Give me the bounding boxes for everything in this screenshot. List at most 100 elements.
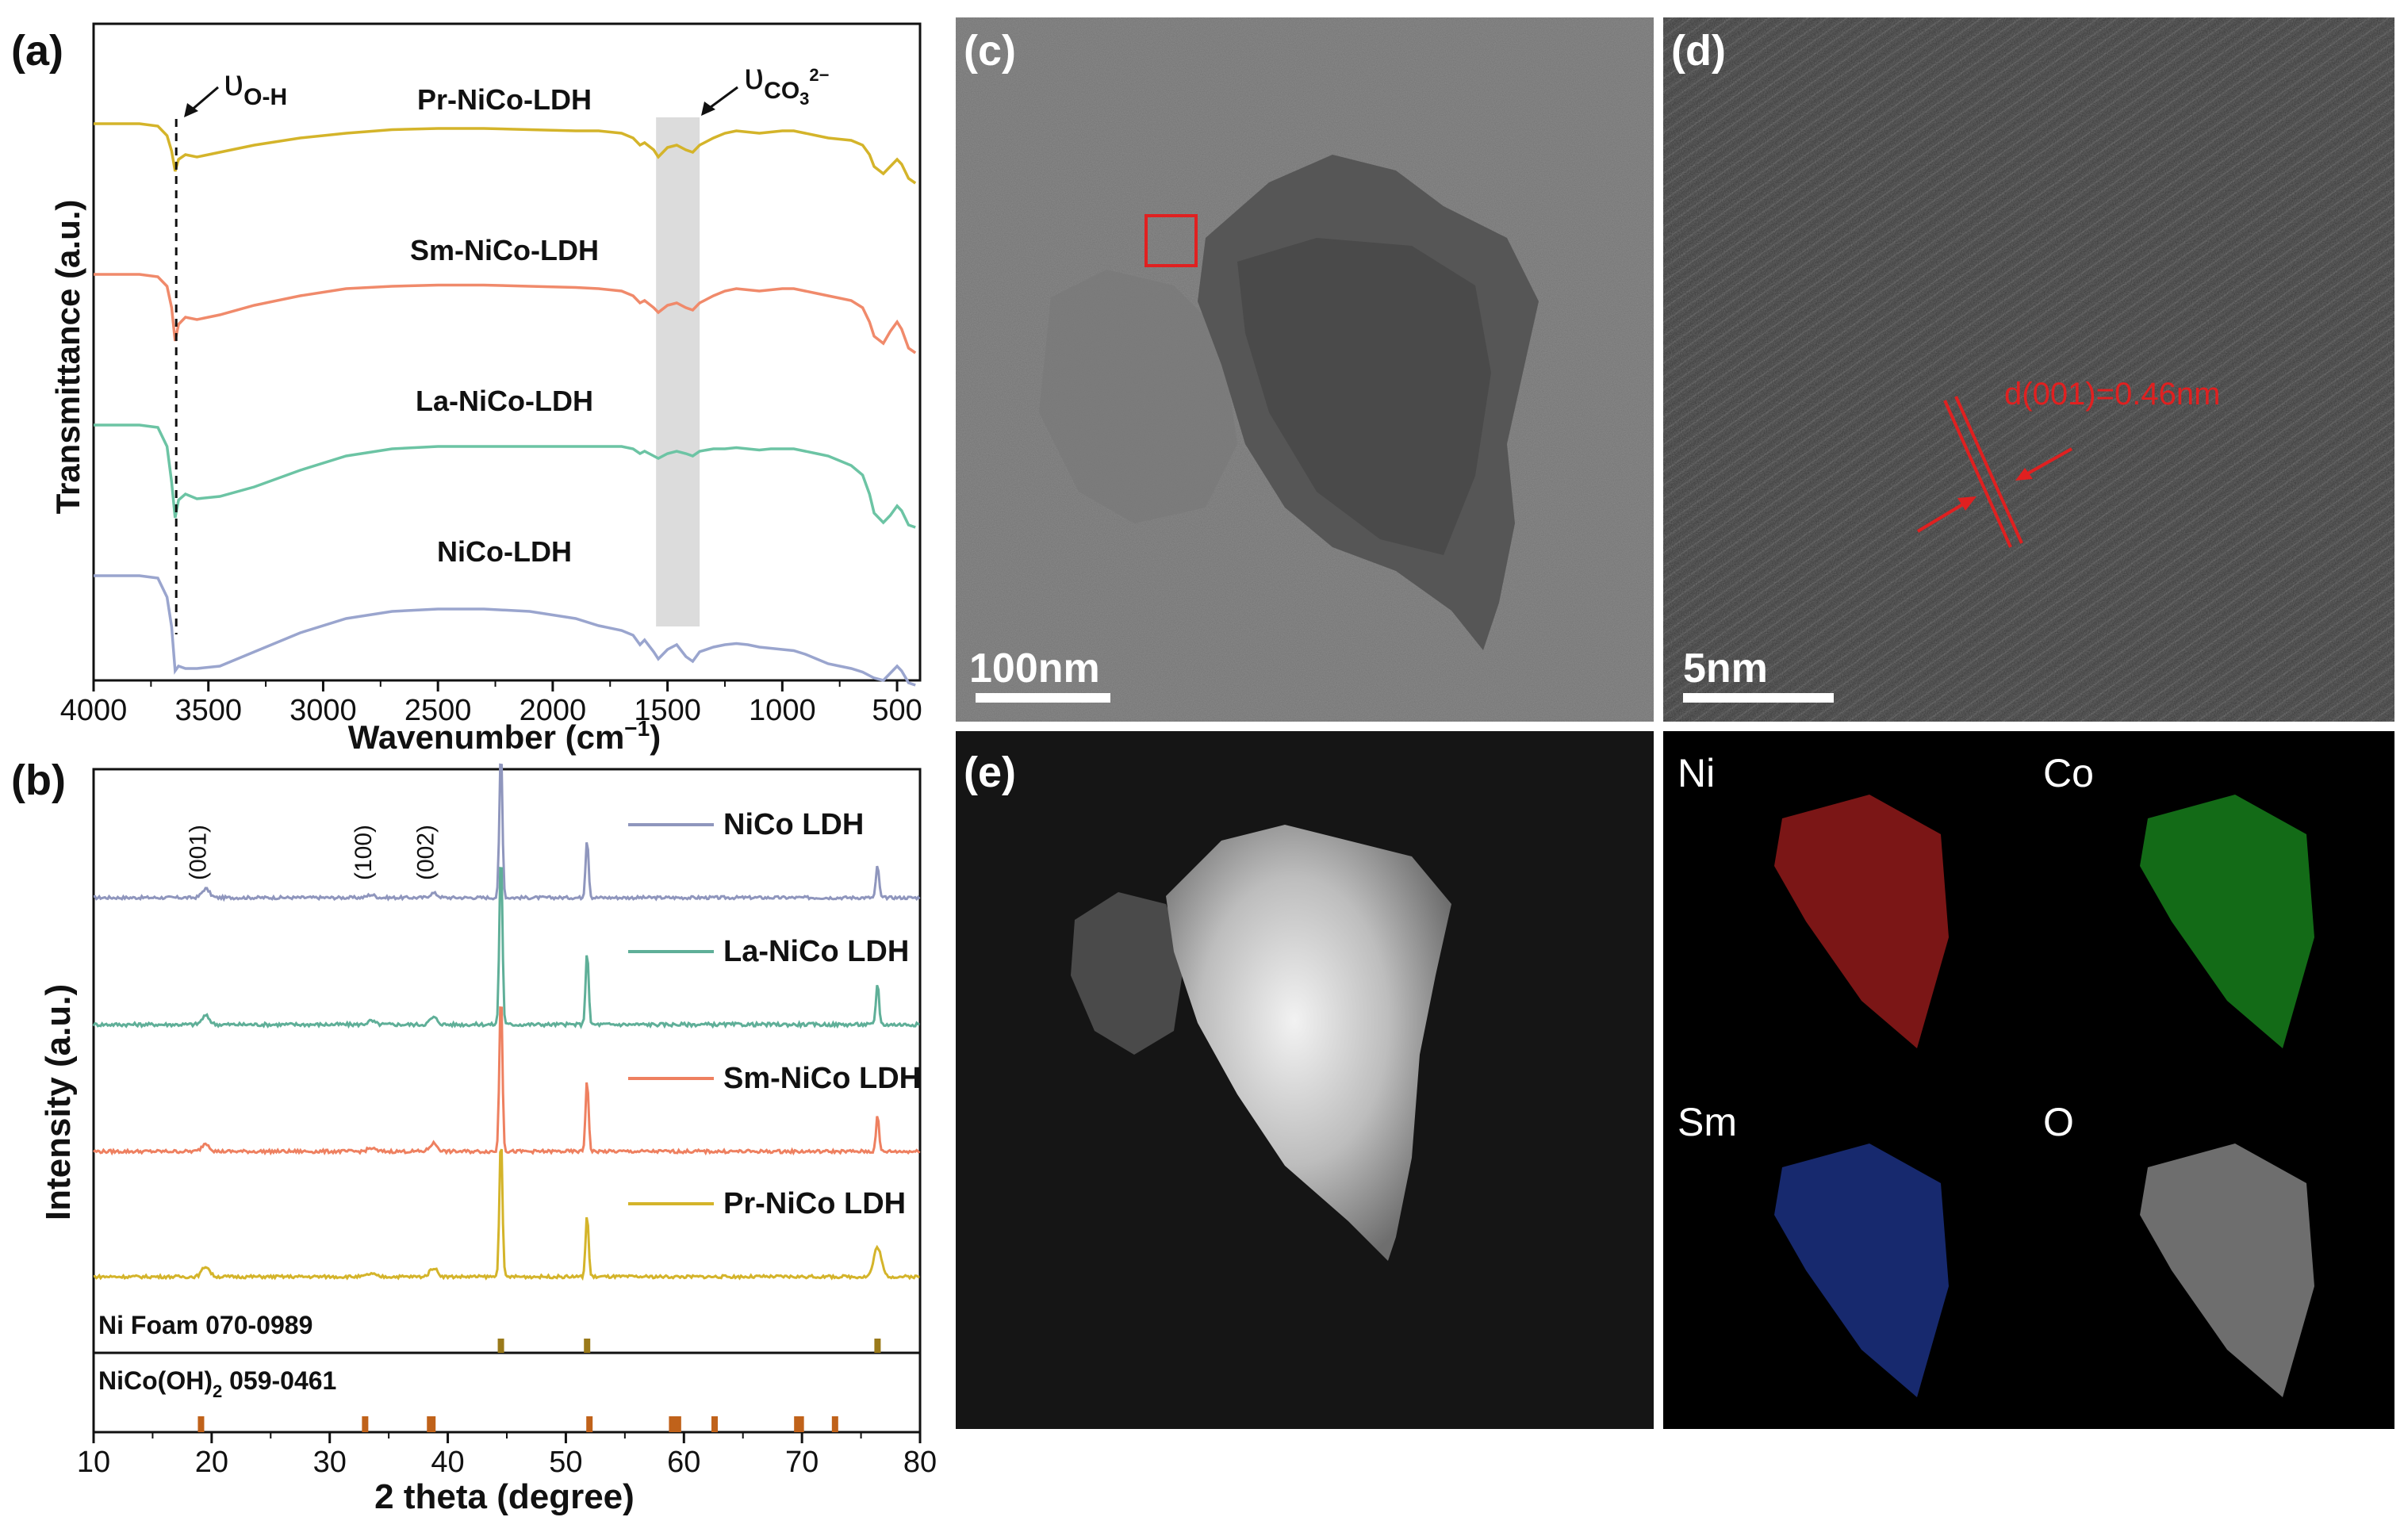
hrtem-scale-label: 5nm (1683, 645, 1768, 691)
xrd-ref-stick-nicooh (362, 1416, 369, 1432)
xrd-series-line (93, 763, 921, 902)
co3-annotation: υCO32− (744, 56, 830, 109)
tem-panel: (c) 100nm (956, 17, 1654, 722)
xrd-ref-stick-nicooh (674, 1416, 681, 1432)
eds-map-speckle (2140, 795, 2314, 1048)
haadf-panel: (e) (956, 731, 1654, 1429)
co3-band (656, 117, 700, 626)
xrd-series-label: NiCo LDH (723, 808, 864, 841)
oh-annotation-sub: O-H (243, 84, 287, 110)
tem-scale-label: 100nm (969, 645, 1100, 691)
ftir-series-label: La-NiCo-LDH (416, 385, 593, 417)
hrtem-panel: d(001)=0.46nm (d) 5nm (1663, 17, 2394, 722)
panel-label-c: (c) (964, 27, 1016, 75)
oh-arrow (190, 86, 219, 113)
eds-map-label: Co (2043, 751, 2094, 795)
xrd-ref-stick-nicooh (586, 1416, 593, 1432)
xrd-x-tick-label: 20 (195, 1446, 228, 1479)
ftir-x-axis-label-close: ) (650, 718, 661, 756)
oh-annotation: υO-H (224, 62, 287, 110)
xrd-ref-label-sub: 2 (213, 1381, 222, 1401)
d-spacing-label: d(001)=0.46nm (2004, 377, 2220, 412)
hrtem-scale-bar (1683, 693, 1834, 703)
eds-maps: Ni Co Sm O (1663, 731, 2394, 1429)
panel-label-d: (d) (1671, 27, 1726, 75)
ftir-x-tick-label: 2500 (405, 694, 472, 727)
d-spacing-line-1 (1943, 400, 2012, 548)
xrd-ref-stick-nifoam (497, 1339, 504, 1353)
d-arrow-left-head (1957, 496, 1976, 511)
ftir-x-tick-label: 1500 (634, 694, 701, 727)
oh-arrow-head (184, 103, 198, 117)
xrd-x-tick-label: 70 (785, 1446, 819, 1479)
ftir-x-axis-label: Wavenumber (cm−1) (348, 716, 661, 756)
xrd-series-line (93, 1148, 920, 1281)
haadf-particle (1166, 825, 1451, 1261)
co3-annotation-sub: CO (764, 78, 799, 104)
tem-selection-box (1144, 214, 1198, 267)
xrd-x-tick-label: 60 (667, 1446, 700, 1479)
xrd-x-tick-label: 30 (313, 1446, 347, 1479)
ftir-series-line (94, 574, 916, 687)
ftir-series-label: NiCo-LDH (437, 535, 572, 568)
xrd-peak-label: (002) (413, 825, 439, 880)
xrd-ref-stick-nifoam (584, 1339, 591, 1353)
xrd-series-label: La-NiCo LDH (723, 935, 909, 968)
ftir-series-label: Sm-NiCo-LDH (410, 234, 599, 266)
haadf-side-flake (1071, 892, 1186, 1055)
ftir-x-tick-label: 3000 (289, 694, 357, 727)
xrd-chart: NiCo LDH La-NiCo LDH Sm-NiCo LDH Pr-NiCo LD… (39, 763, 937, 1516)
xrd-x-axis-label: 2 theta (degree) (374, 1477, 635, 1516)
eds-map-speckle (2140, 1144, 2314, 1397)
xrd-series-label: Sm-NiCo LDH (723, 1062, 921, 1095)
co3-annotation-sup: 2− (809, 65, 829, 85)
xrd-ref-label-rest: 059-0461 (222, 1366, 336, 1395)
d-arrow-left (1916, 501, 1967, 533)
xrd-ref-stick-nicooh (669, 1416, 676, 1432)
ftir-x-axis-label-sup: −1 (624, 716, 650, 741)
d-arrow-right (2026, 447, 2072, 476)
xrd-ref-stick-nicooh (831, 1416, 838, 1432)
xrd-peak-label: (100) (351, 825, 377, 880)
xrd-ref-stick-nicooh (797, 1416, 804, 1432)
tem-scale-bar (976, 693, 1110, 703)
xrd-x-tick-label: 40 (431, 1446, 464, 1479)
xrd-series-line (93, 1006, 921, 1156)
xrd-ref-stick-nicooh (711, 1416, 718, 1432)
xrd-x-tick-label: 80 (903, 1446, 937, 1479)
xrd-ref-label-nicooh: NiCo(OH)2 059-0461 (98, 1366, 336, 1401)
ftir-x-tick-label: 3500 (174, 694, 242, 727)
xrd-ref-stick-nicooh (197, 1416, 205, 1432)
xrd-series-line (92, 867, 920, 1029)
ftir-chart: Pr-NiCo-LDH Sm-NiCo-LDH La-NiCo-LDH NiCo-LD… (49, 22, 922, 756)
xrd-ref-stick-nicooh (429, 1416, 436, 1432)
tem-particle-core (1237, 238, 1491, 555)
ftir-x-tick-label: 500 (872, 694, 922, 727)
ftir-series-line (94, 122, 917, 185)
hrtem-grain (1663, 17, 2394, 722)
co3-arrow-head (701, 102, 715, 116)
xrd-ref-label-nifoam: Ni Foam 070-0989 (98, 1311, 312, 1339)
eds-map-speckle (1774, 795, 1949, 1048)
ftir-x-tick-label: 2000 (520, 694, 587, 727)
ftir-series-line (94, 423, 916, 529)
ftir-axes-frame (92, 22, 922, 682)
xrd-x-tick-label: 50 (549, 1446, 582, 1479)
xrd-y-axis-label: Intensity (a.u.) (39, 984, 78, 1220)
eds-map-label: O (2043, 1100, 2074, 1144)
ftir-x-tick-label: 1000 (749, 694, 816, 727)
xrd-peak-label: (001) (185, 825, 211, 880)
co3-annotation-sub2: 3 (799, 89, 809, 109)
eds-map-label: Ni (1677, 751, 1715, 795)
ftir-x-tick-label: 4000 (60, 694, 128, 727)
tem-side-flake (1039, 270, 1237, 523)
xrd-x-tick-label: 10 (77, 1446, 110, 1479)
xrd-ref-stick-nifoam (874, 1339, 881, 1353)
d-arrow-right-head (2015, 468, 2033, 481)
panel-label-a: (a) (11, 27, 63, 75)
panel-label-e: (e) (964, 749, 1016, 796)
d-spacing-line-2 (1954, 396, 2023, 544)
eds-map-label: Sm (1677, 1100, 1737, 1144)
panel-label-b: (b) (11, 757, 66, 804)
